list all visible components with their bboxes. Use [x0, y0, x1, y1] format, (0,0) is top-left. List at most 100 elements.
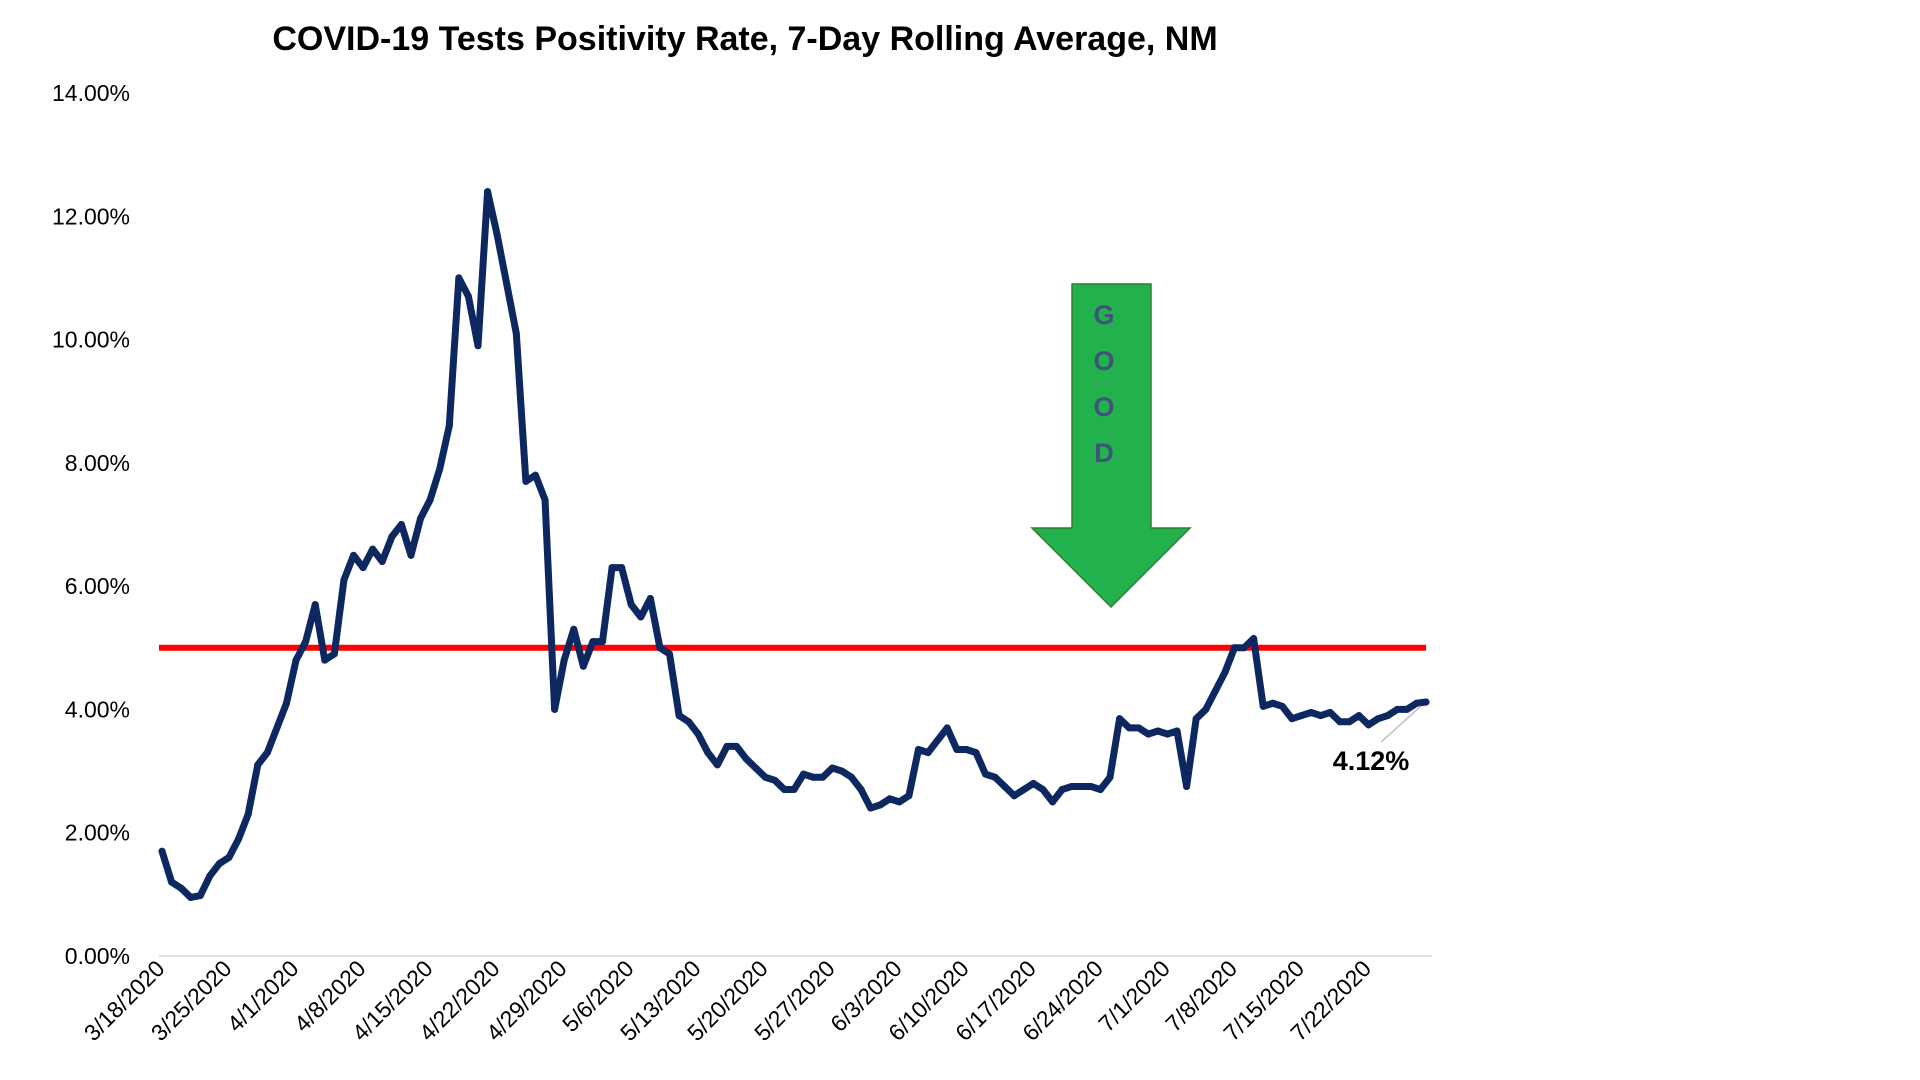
data-point: [1365, 721, 1373, 729]
data-point: [1163, 730, 1171, 738]
y-tick-label: 6.00%: [65, 573, 130, 599]
data-point: [177, 884, 185, 892]
data-point: [407, 551, 415, 559]
data-point: [1355, 712, 1363, 720]
data-point: [1298, 712, 1306, 720]
data-point: [426, 496, 434, 504]
data-point: [733, 742, 741, 750]
data-point: [1058, 786, 1066, 794]
data-point: [666, 650, 674, 658]
data-point: [302, 638, 310, 646]
data-point: [369, 545, 377, 553]
down-arrow-icon: [1030, 283, 1192, 609]
data-point: [1230, 644, 1238, 652]
data-point: [618, 564, 626, 572]
data-point: [551, 705, 559, 713]
data-point: [934, 736, 942, 744]
data-point: [704, 749, 712, 757]
y-axis-tick-labels: 0.00% 2.00% 4.00% 6.00% 8.00% 10.00% 12.00% 14.…: [52, 80, 130, 969]
data-point: [388, 533, 396, 541]
data-point: [1250, 635, 1258, 643]
data-point: [273, 724, 281, 732]
data-point: [867, 804, 875, 812]
data-point: [1039, 786, 1047, 794]
data-point: [914, 746, 922, 753]
data-point: [761, 773, 769, 781]
data-point: [895, 798, 903, 806]
data-point: [1269, 699, 1277, 707]
data-point: [263, 749, 271, 757]
data-point: [1336, 718, 1344, 726]
data-point: [455, 274, 463, 282]
data-point: [187, 893, 195, 901]
data-point: [254, 761, 262, 769]
data-point: [723, 742, 731, 750]
data-point: [819, 773, 827, 781]
data-point: [1125, 724, 1133, 732]
chart-title: COVID-19 Tests Positivity Rate, 7-Day Ro…: [272, 20, 1217, 58]
data-point: [311, 601, 319, 609]
data-point: [464, 292, 472, 300]
data-point: [800, 770, 808, 778]
end-value-label: 4.12%: [1333, 746, 1410, 776]
arrow-letter: O: [1093, 346, 1114, 376]
arrow-letter: G: [1093, 300, 1114, 330]
data-point: [1317, 712, 1325, 720]
data-point: [1202, 705, 1210, 713]
data-point: [646, 594, 654, 602]
data-point: [321, 656, 329, 664]
data-point: [1221, 668, 1229, 676]
y-tick-label: 0.00%: [65, 943, 130, 969]
data-point: [397, 521, 405, 528]
y-tick-label: 4.00%: [65, 696, 130, 722]
data-point: [503, 280, 511, 288]
data-point: [570, 625, 578, 633]
data-point: [359, 564, 367, 572]
data-point: [790, 786, 798, 794]
data-point: [445, 422, 453, 430]
data-point: [531, 471, 539, 479]
data-point: [876, 801, 884, 809]
data-point: [1183, 782, 1191, 790]
data-point: [168, 878, 176, 886]
data-point: [1422, 698, 1430, 706]
data-point: [474, 342, 482, 350]
data-point: [1211, 687, 1219, 695]
data-point: [436, 465, 444, 473]
data-point: [522, 477, 530, 485]
data-point: [886, 795, 894, 803]
data-point: [378, 557, 386, 565]
data-point: [1096, 786, 1104, 794]
data-point: [206, 872, 214, 880]
data-point: [608, 564, 616, 572]
data-point: [828, 764, 836, 772]
data-point: [742, 755, 750, 763]
data-point: [1278, 702, 1286, 710]
data-point: [560, 656, 568, 664]
data-point: [982, 770, 990, 778]
data-point: [943, 724, 951, 732]
data-point: [292, 656, 300, 664]
data-point: [838, 767, 846, 775]
data-point: [1393, 705, 1401, 713]
data-point: [809, 773, 817, 781]
data-point: [780, 786, 788, 794]
data-point: [694, 730, 702, 738]
data-point: [905, 792, 913, 800]
data-point: [330, 650, 338, 658]
data-point: [627, 601, 635, 609]
data-point: [1049, 798, 1057, 806]
data-point: [685, 718, 693, 726]
data-point: [847, 773, 855, 781]
y-tick-label: 14.00%: [52, 80, 130, 106]
data-point: [493, 231, 501, 239]
data-point: [656, 644, 664, 652]
data-point: [1144, 730, 1152, 738]
end-label-leader-line: [1380, 705, 1422, 743]
data-point: [350, 551, 358, 559]
data-point: [771, 776, 779, 784]
data-point: [215, 860, 223, 868]
arrow-letter: D: [1094, 438, 1114, 468]
